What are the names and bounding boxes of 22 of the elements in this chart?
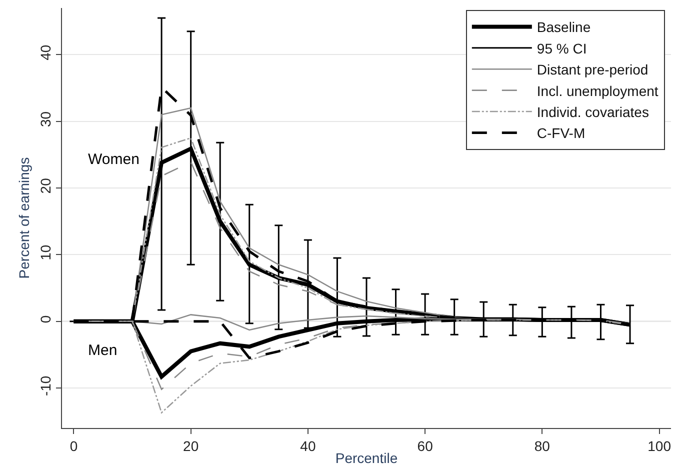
x-axis-title: Percentile: [335, 450, 398, 466]
legend-label: Distant pre-period: [536, 62, 648, 78]
x-tick-label: 40: [300, 438, 316, 454]
legend-label: C-FV-M: [536, 125, 586, 142]
legend-label: Individ. covariates: [536, 104, 649, 120]
y-tick-label: 0: [37, 315, 54, 324]
y-tick-label: 20: [37, 178, 54, 194]
y-tick-label: 10: [37, 244, 54, 260]
legend-label: Incl. unemployment: [536, 82, 658, 99]
x-tick-label: 20: [183, 438, 199, 454]
y-axis-title: Percent of earnings: [16, 157, 32, 279]
x-tick-label: 80: [534, 438, 550, 454]
x-tick-label: 60: [417, 438, 434, 454]
annotation: Men: [88, 342, 118, 359]
legend-label: Baseline: [536, 19, 591, 36]
x-tick-label: 100: [648, 438, 672, 454]
annotation: Women: [88, 151, 140, 168]
legend-label: 95 % CI: [536, 40, 587, 56]
x-tick-label: 0: [70, 438, 78, 454]
y-tick-label: -10: [37, 376, 54, 396]
y-tick-label: 40: [37, 44, 54, 60]
y-tick-label: 30: [37, 111, 54, 128]
